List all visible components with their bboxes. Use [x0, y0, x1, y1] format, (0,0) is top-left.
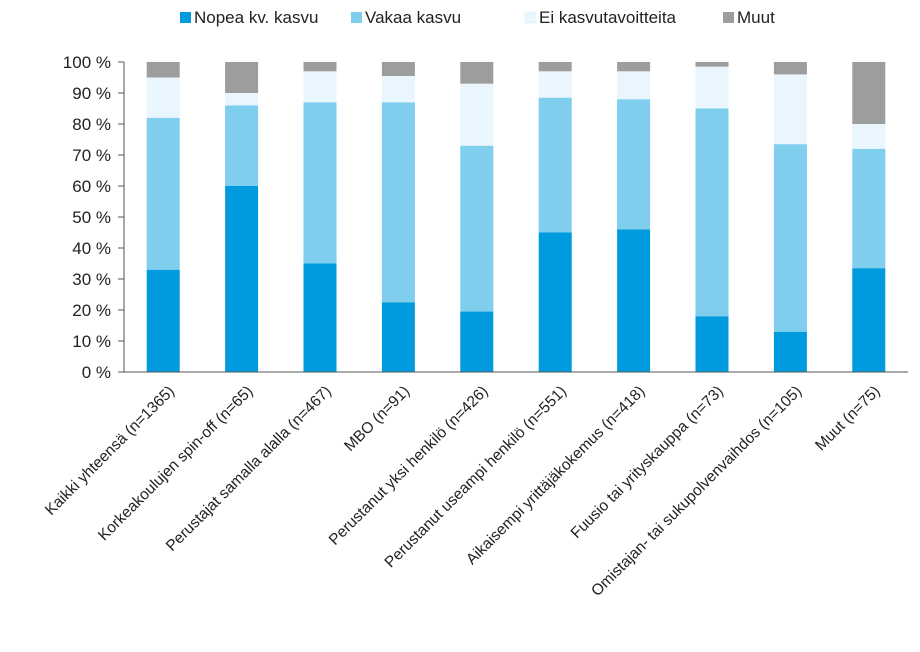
- bar-segment: [695, 66, 729, 109]
- y-tick-label: 0 %: [82, 363, 111, 382]
- bar-segment: [617, 62, 651, 72]
- bar-segment: [225, 62, 259, 93]
- bar-segment: [381, 302, 415, 372]
- bar-segment: [303, 263, 337, 372]
- legend-label: Muut: [737, 8, 775, 27]
- y-tick-label: 70 %: [72, 146, 111, 165]
- legend-label: Vakaa kasvu: [365, 8, 461, 27]
- x-axis: Kaikki yhteensä (n=1365)Korkeakoulujen s…: [42, 371, 908, 600]
- bar-segment: [460, 145, 494, 312]
- bar-segment: [381, 75, 415, 103]
- legend-swatch: [351, 12, 362, 23]
- bar-segment: [146, 77, 180, 118]
- y-axis: 0 % 10 % 20 % 30 % 40 % 50 % 60 % 70 % 80 % 90 % 1…: [63, 53, 125, 382]
- y-tick-label: 40 %: [72, 239, 111, 258]
- bar-segment: [695, 108, 729, 317]
- bar-segment: [146, 117, 180, 270]
- bar-segment: [381, 62, 415, 76]
- bar-segment: [303, 71, 337, 103]
- bar-segment: [460, 311, 494, 372]
- bar-segment: [538, 232, 572, 372]
- bar-segment: [852, 148, 886, 269]
- bar-segment: [538, 97, 572, 233]
- x-category-label: Perustajat samalla alalla (n=467): [163, 383, 335, 555]
- bar-segment: [460, 62, 494, 84]
- bar-segment: [225, 186, 259, 372]
- bar-segment: [617, 229, 651, 372]
- bar-segment: [617, 99, 651, 230]
- x-category-label: Muut (n=75): [812, 383, 883, 454]
- bar-segment: [695, 316, 729, 372]
- bar-segment: [617, 71, 651, 100]
- bar-segment: [852, 62, 886, 124]
- x-category-label: Kaikki yhteensä (n=1365): [42, 383, 178, 519]
- legend-label: Nopea kv. kasvu: [194, 8, 318, 27]
- y-tick-label: 10 %: [72, 332, 111, 351]
- x-category-label: Fuusio tai yrityskauppa (n=73): [568, 383, 727, 542]
- y-tick-label: 30 %: [72, 270, 111, 289]
- bar-segment: [773, 331, 807, 372]
- bar-segment: [773, 144, 807, 332]
- bar-segment: [146, 269, 180, 372]
- x-category-label: Korkeakoulujen spin-off (n=65): [95, 383, 256, 544]
- y-tick-label: 60 %: [72, 177, 111, 196]
- x-category-label: MBO (n=91): [341, 383, 413, 455]
- bar-segment: [773, 62, 807, 75]
- x-category-label: Perustanut yksi henkilö (n=426): [326, 383, 492, 549]
- legend-swatch: [524, 11, 537, 24]
- bar-segment: [538, 71, 572, 98]
- bar-segment: [695, 62, 729, 67]
- y-tick-label: 20 %: [72, 301, 111, 320]
- legend: Nopea kv. kasvu Vakaa kasvu Ei kasvutavoit…: [180, 8, 775, 27]
- y-tick-label: 80 %: [72, 115, 111, 134]
- legend-swatch: [180, 12, 191, 23]
- bar-segment: [303, 62, 337, 72]
- bar-segment: [381, 102, 415, 303]
- legend-swatch: [723, 12, 734, 23]
- legend-label: Ei kasvutavoitteita: [539, 8, 677, 27]
- bar-segment: [852, 124, 886, 149]
- bar-segment: [538, 62, 572, 72]
- y-tick-label: 100 %: [63, 53, 111, 72]
- x-category-label: Aikaisempi yrittäjäkokemus (n=418): [463, 383, 648, 568]
- bar-segment: [460, 83, 494, 146]
- bar-segment: [303, 102, 337, 264]
- bar-segment: [225, 105, 259, 186]
- bar-segment: [773, 74, 807, 145]
- y-tick-label: 90 %: [72, 84, 111, 103]
- bar-segment: [225, 93, 259, 106]
- bar-segment: [852, 268, 886, 372]
- bars: [146, 62, 886, 372]
- y-tick-label: 50 %: [72, 208, 111, 227]
- bar-segment: [146, 62, 180, 78]
